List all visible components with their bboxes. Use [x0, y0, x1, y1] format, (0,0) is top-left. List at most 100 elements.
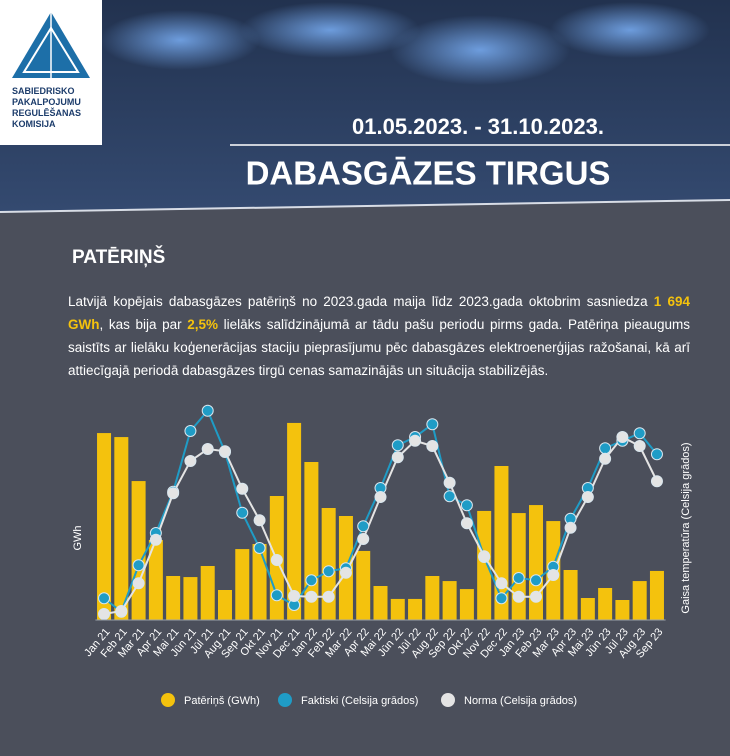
main-title: DABASGĀZES TIRGUS	[246, 155, 611, 192]
marker	[530, 574, 543, 587]
bar	[114, 437, 129, 620]
marker	[599, 442, 612, 455]
marker	[322, 565, 335, 578]
bar	[148, 540, 163, 620]
logo-line: PAKALPOJUMU	[12, 97, 81, 107]
bar	[235, 549, 250, 620]
marker	[149, 533, 162, 546]
bar	[390, 598, 405, 620]
glow	[100, 10, 260, 70]
bar	[598, 588, 613, 620]
marker	[650, 448, 663, 461]
y-axis-label: GWh	[72, 525, 84, 550]
marker	[236, 482, 249, 495]
bar	[166, 576, 181, 620]
marker	[270, 589, 283, 602]
marker	[616, 431, 629, 443]
legend-swatch	[161, 693, 175, 707]
marker	[460, 517, 473, 530]
marker	[305, 574, 318, 587]
marker	[357, 533, 370, 545]
marker	[132, 559, 145, 572]
marker	[443, 490, 456, 503]
bar	[477, 510, 492, 620]
glow	[390, 15, 570, 85]
marker	[426, 440, 439, 452]
glow	[240, 2, 420, 58]
glow	[550, 2, 710, 58]
marker	[305, 590, 318, 603]
highlight: 2,5%	[187, 317, 219, 332]
marker	[650, 475, 663, 488]
marker	[512, 590, 525, 603]
bar	[563, 570, 578, 620]
marker	[599, 452, 612, 465]
marker	[132, 577, 145, 590]
bar	[408, 598, 423, 620]
logo-line: KOMISIJA	[12, 119, 56, 129]
text-run: lielāks salīdzinājumā ar tādu pašu perio…	[68, 317, 690, 378]
chart: GWh Gaisa temperatūra (Celsija grādos) J…	[72, 404, 692, 707]
marker	[288, 590, 301, 602]
text-run: Latvijā kopējais dabasgāzes patēriņš no …	[68, 294, 654, 309]
header: SABIEDRISKO PAKALPOJUMU REGULĒŠANAS KOMISIJ…	[0, 0, 730, 213]
period: 01.05.2023. - 31.10.2023.	[352, 114, 604, 139]
marker	[495, 577, 508, 590]
bar	[632, 581, 647, 620]
bar	[97, 433, 112, 620]
bar	[580, 598, 595, 620]
marker	[167, 487, 180, 500]
marker	[478, 550, 491, 563]
marker	[530, 590, 543, 603]
legend-label: Patēriņš (GWh)	[184, 695, 260, 707]
bar	[356, 550, 371, 620]
marker	[512, 572, 525, 584]
bar	[425, 576, 440, 620]
marker	[253, 514, 266, 527]
marker	[357, 520, 370, 533]
marker	[633, 427, 646, 440]
bar	[615, 600, 630, 620]
bar	[649, 570, 664, 620]
bar	[529, 505, 544, 620]
paragraph: Latvijā kopējais dabasgāzes patēriņš no …	[68, 290, 690, 382]
marker	[184, 425, 197, 437]
marker	[218, 445, 231, 458]
marker	[547, 569, 560, 581]
y2-axis-label: Gaisa temperatūra (Celsija grādos)	[680, 442, 692, 613]
marker	[184, 455, 197, 467]
marker	[201, 443, 214, 455]
header-edge	[0, 199, 730, 213]
marker	[201, 404, 214, 417]
bar	[321, 508, 336, 620]
bar	[183, 577, 198, 620]
highlight: 1 694 GWh	[68, 294, 690, 332]
section-title-box: PATĒRIŅŠ	[72, 246, 165, 268]
marker	[443, 476, 456, 489]
marker	[409, 434, 422, 447]
marker	[115, 605, 128, 617]
marker	[564, 521, 577, 534]
bar	[442, 581, 457, 620]
legend-swatch	[278, 693, 292, 707]
legend-label: Faktiski (Celsija grādos)	[301, 695, 418, 707]
marker	[253, 542, 266, 554]
logo-line: REGULĒŠANAS	[12, 107, 81, 118]
marker	[270, 554, 283, 566]
logo-line: SABIEDRISKO	[12, 86, 75, 96]
bar	[511, 513, 526, 620]
marker	[460, 499, 473, 512]
marker	[391, 439, 404, 452]
section-title: PATĒRIŅŠ	[72, 246, 165, 268]
marker	[98, 592, 111, 605]
bar	[252, 544, 267, 620]
marker	[374, 491, 387, 503]
marker	[339, 566, 352, 579]
bar	[459, 589, 474, 620]
marker	[322, 590, 335, 603]
legend-label: Norma (Celsija grādos)	[464, 695, 577, 707]
marker	[236, 506, 249, 519]
legend-swatch	[441, 693, 455, 707]
bar	[200, 566, 215, 620]
